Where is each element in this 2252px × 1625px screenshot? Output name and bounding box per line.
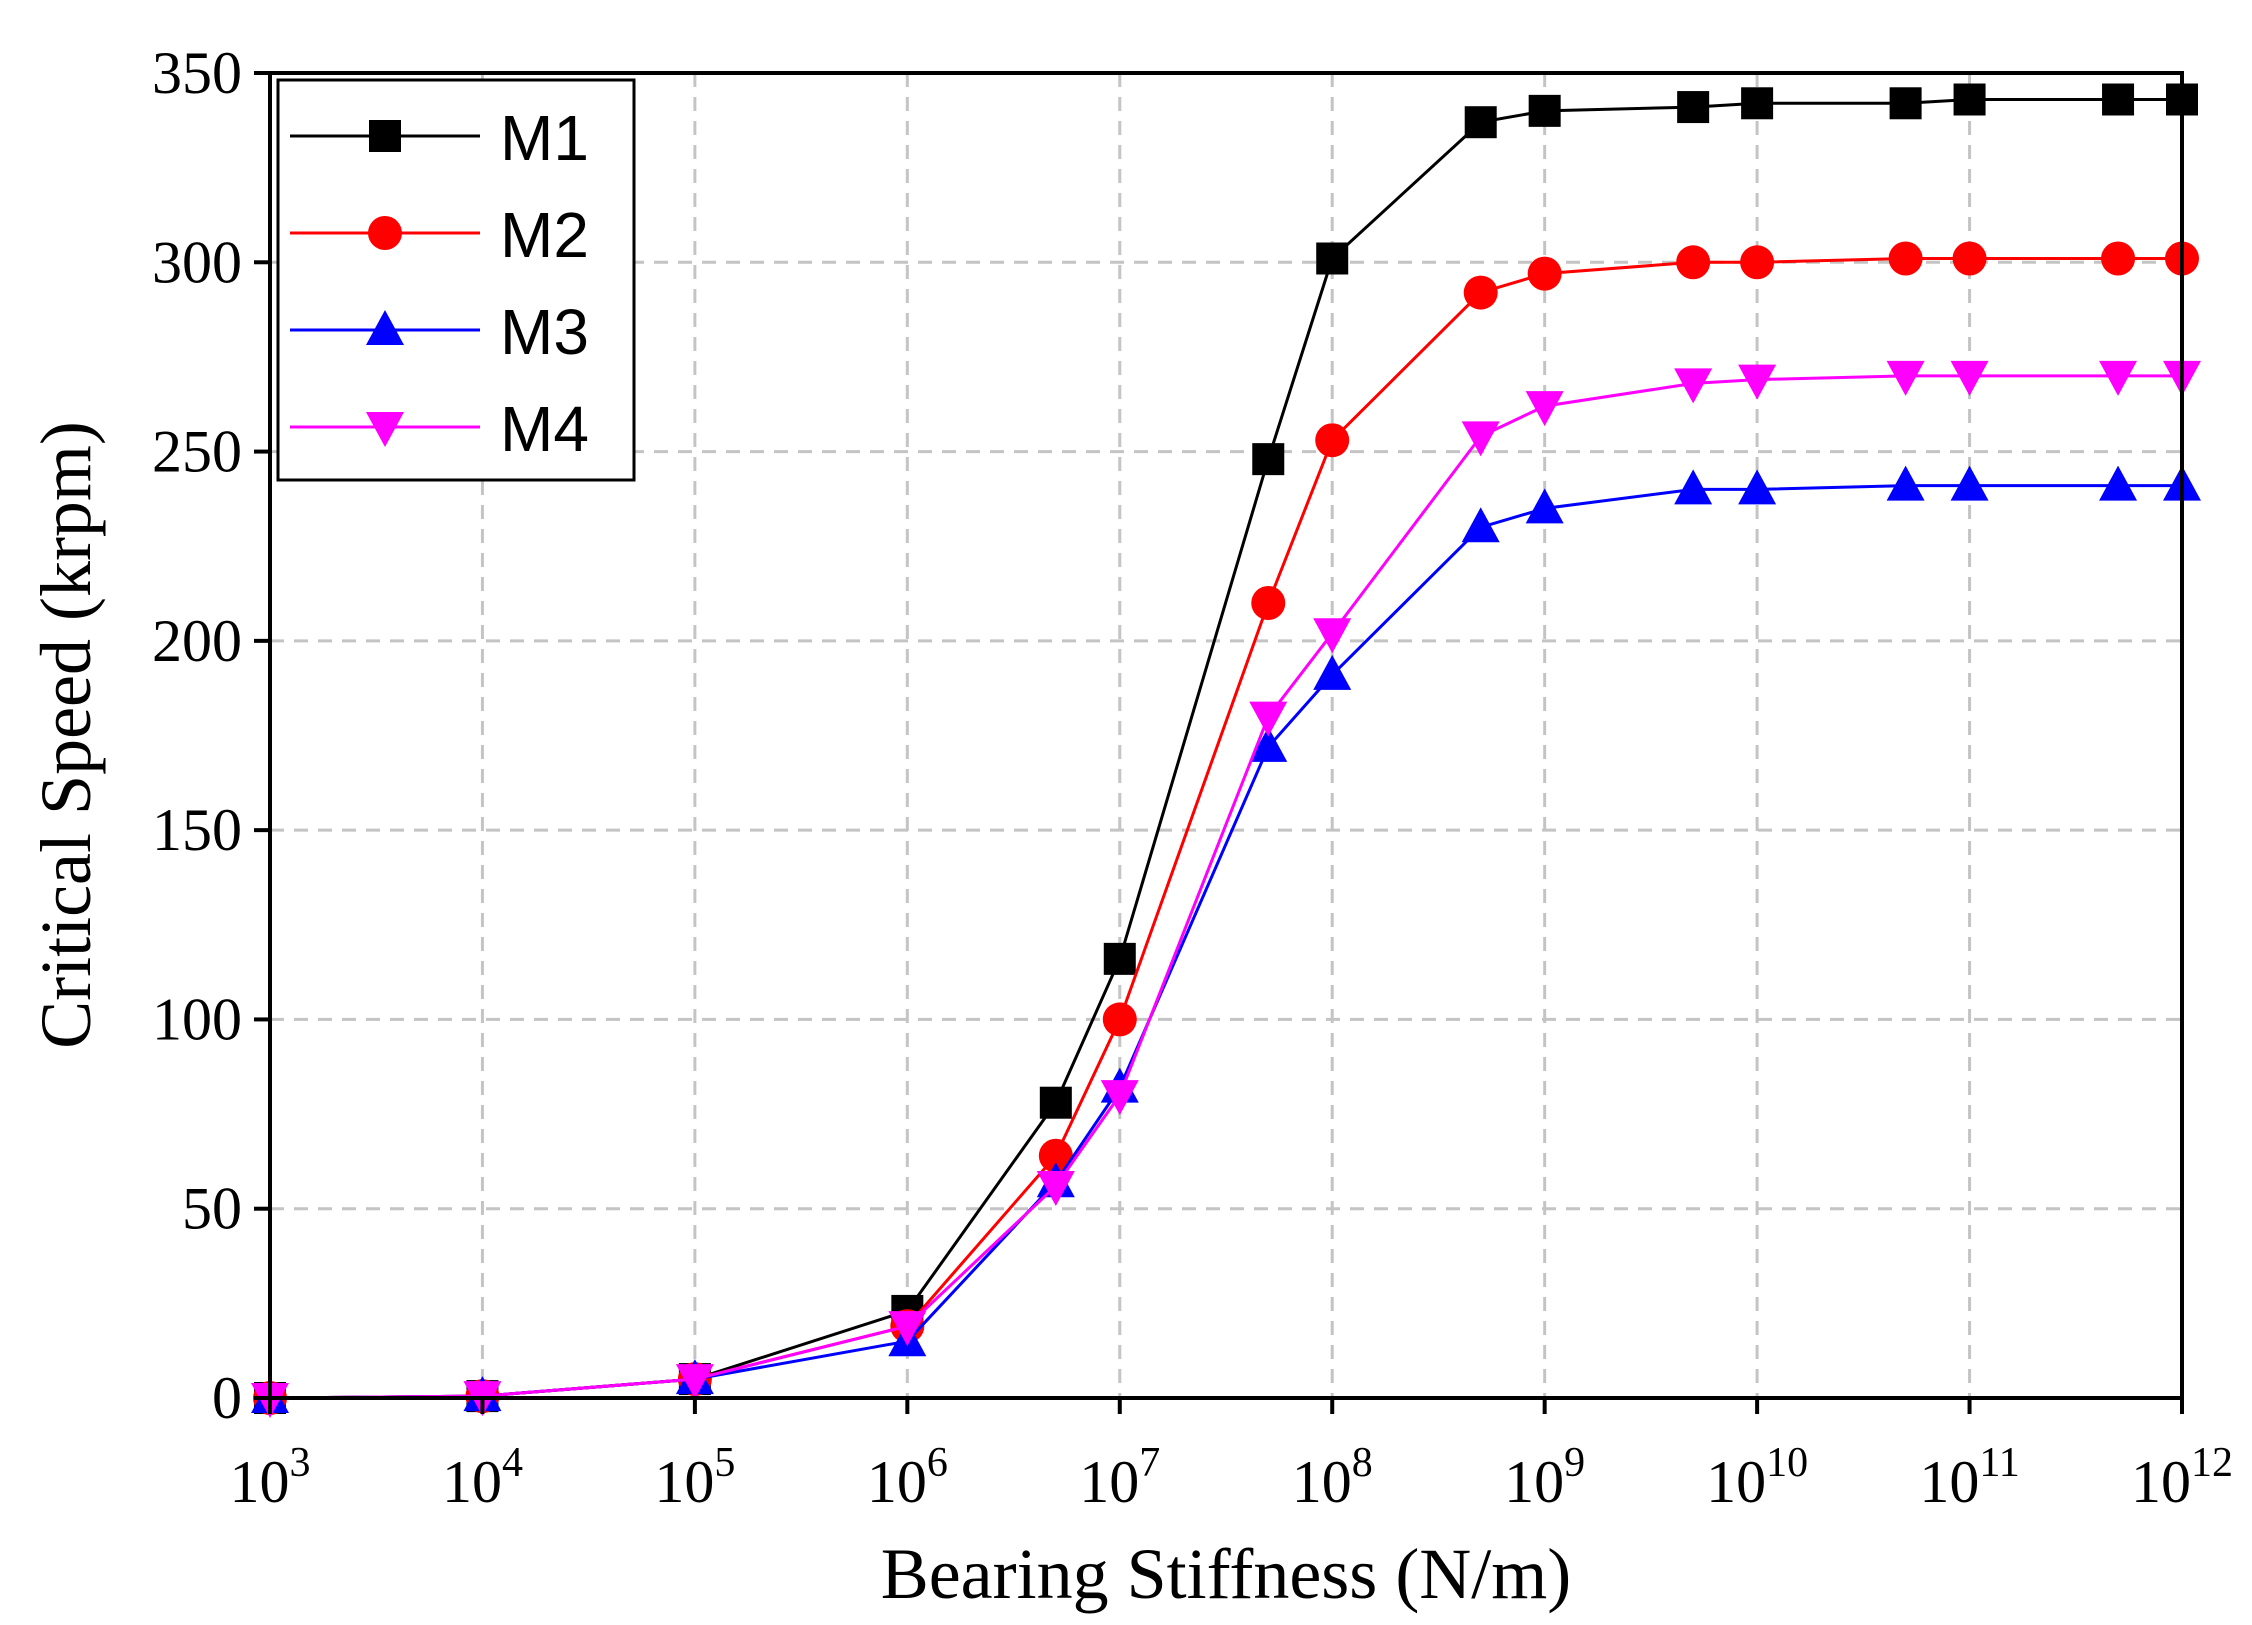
series-line-m1 — [269, 98, 2182, 1400]
y-tick-label: 100 — [152, 986, 242, 1052]
y-tick-label: 200 — [152, 608, 242, 674]
y-tick-label: 350 — [152, 40, 242, 106]
y-axis-title: Critical Speed (krpm) — [26, 421, 106, 1049]
data-point-m2 — [1527, 256, 1562, 291]
data-point-m1 — [2102, 83, 2135, 116]
legend-marker-m3 — [366, 310, 404, 345]
legend-label-m3: M3 — [500, 296, 589, 368]
legend-label-m1: M1 — [500, 102, 589, 174]
legend-label-m4: M4 — [500, 393, 589, 465]
data-point-m1 — [1039, 1086, 1072, 1119]
x-tick-label: 103 — [230, 1440, 311, 1515]
data-point-m3 — [1674, 469, 1713, 505]
data-point-m3 — [1738, 469, 1777, 505]
data-point-m2 — [1952, 241, 1987, 276]
y-tick-label: 50 — [182, 1176, 242, 1242]
data-point-m2 — [2101, 241, 2136, 276]
data-point-m4 — [1950, 360, 1989, 396]
data-point-m3 — [1461, 507, 1500, 543]
data-point-m4 — [1036, 1171, 1075, 1206]
data-point-m3 — [2099, 465, 2138, 501]
data-point-m3 — [1950, 465, 1989, 501]
data-point-m1 — [1103, 942, 1136, 975]
data-point-m2 — [1676, 245, 1711, 280]
x-tick-label: 105 — [654, 1440, 735, 1515]
x-tick-label: 109 — [1504, 1440, 1585, 1515]
legend-box — [276, 78, 636, 482]
data-point-m1 — [1252, 443, 1285, 476]
data-point-m3 — [1525, 488, 1564, 524]
x-axis-title: Bearing Stiffness (N/m) — [881, 1534, 1572, 1614]
legend-label-m2: M2 — [500, 199, 589, 271]
data-point-m3 — [1249, 726, 1288, 762]
data-point-m2 — [1888, 241, 1923, 276]
data-point-m4 — [1674, 368, 1713, 404]
plot-frame — [268, 71, 2184, 1400]
data-point-m1 — [1316, 242, 1349, 275]
data-point-m1 — [1528, 94, 1561, 127]
y-tick-label: 0 — [212, 1365, 242, 1431]
series-line-m3 — [269, 484, 2182, 1400]
data-point-m4 — [2099, 360, 2138, 396]
data-point-m4 — [1313, 618, 1352, 654]
data-point-m4 — [1738, 364, 1777, 400]
y-tick-label: 250 — [152, 419, 242, 485]
data-point-m4 — [1886, 360, 1925, 396]
data-point-m4 — [888, 1311, 927, 1347]
data-point-m4 — [1100, 1080, 1139, 1116]
data-point-m3 — [1313, 654, 1352, 690]
series-line-m4 — [269, 374, 2182, 1400]
data-point-m2 — [1102, 1002, 1137, 1037]
legend-marker-m4 — [366, 412, 404, 447]
data-point-m1 — [1889, 87, 1922, 120]
data-point-m1 — [1741, 87, 1774, 120]
x-tick-label: 107 — [1079, 1440, 1160, 1515]
x-tick-label: 104 — [442, 1440, 523, 1515]
legend-marker-m1 — [369, 120, 401, 152]
data-point-m3 — [1886, 465, 1925, 501]
legend: M1 M2 M3 M4 — [276, 78, 636, 482]
y-tick-label: 300 — [152, 229, 242, 295]
x-tick-label: 1010 — [1706, 1440, 1808, 1515]
data-point-m2 — [1463, 275, 1498, 310]
x-tick-label: 106 — [867, 1440, 948, 1515]
data-point-m2 — [1740, 245, 1775, 280]
data-point-m4 — [1525, 391, 1564, 427]
data-point-m4 — [1249, 701, 1288, 737]
data-point-m1 — [1677, 91, 1710, 124]
data-point-m2 — [1315, 423, 1350, 458]
data-point-m1 — [1953, 83, 1986, 116]
x-tick-label: 1012 — [2131, 1440, 2233, 1515]
data-point-m4 — [1461, 421, 1500, 457]
data-point-m2 — [1038, 1138, 1073, 1173]
y-tick-label: 150 — [152, 797, 242, 863]
axis-ticks: 103 104 105 106 107 108 109 1010 1011 1012 0 50 100 1… — [152, 40, 2233, 1515]
data-point-m1 — [1464, 106, 1497, 139]
x-tick-label: 108 — [1292, 1440, 1373, 1515]
data-point-m4 — [675, 1364, 714, 1400]
legend-marker-m2 — [368, 216, 402, 250]
data-point-m2 — [1251, 586, 1286, 620]
x-tick-label: 1011 — [1919, 1440, 2019, 1515]
